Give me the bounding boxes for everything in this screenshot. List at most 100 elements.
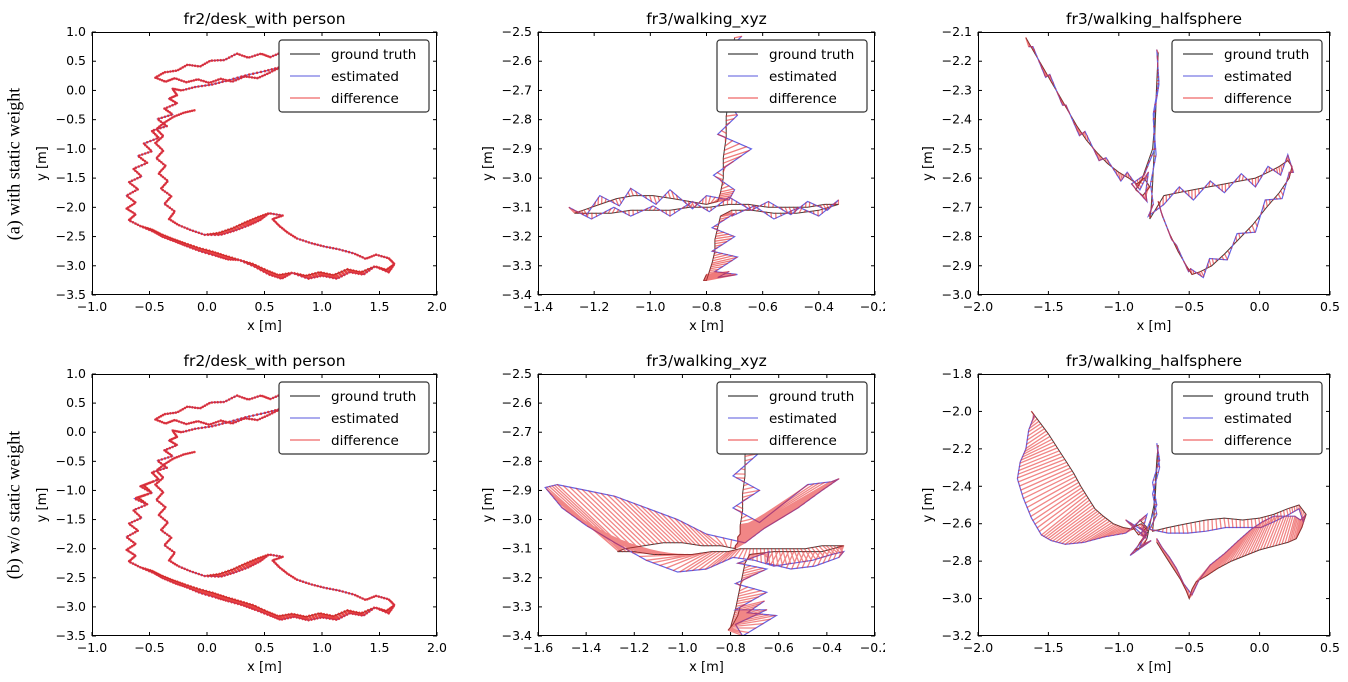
y-tick-label: −2.5 [56,229,86,244]
legend-label: ground truth [1224,47,1309,63]
y-axis-label: y [m] [35,488,50,523]
y-tick-label: −3.2 [502,570,532,585]
y-tick-label: −3.2 [942,628,972,643]
y-tick-label: −3.0 [502,512,532,527]
x-axis-label: x [m] [689,319,724,334]
x-tick-label: 1.0 [312,640,332,655]
legend: ground truth estimated difference [278,39,430,113]
x-axis-label: x [m] [247,319,282,334]
y-tick-label: −3.1 [502,541,532,556]
x-tick-label: −1.2 [579,299,609,314]
y-tick-label: 0.5 [66,395,86,410]
y-tick-label: −1.0 [56,141,86,156]
x-axis-label: x [m] [247,660,282,675]
y-tick-label: 1.0 [66,24,86,39]
legend: ground truth estimated difference [716,381,868,455]
plot-title: fr2/desk_with person [183,352,345,371]
row-label-b: (b) w/o static weight [3,430,24,580]
plot-svg: −1.0 −0.5 0.0 0.5 1.0 1.5 2.0 1.0 0.5 0.0 −0.5 −1.0… [35,352,447,675]
legend-label: difference [331,91,399,107]
legend-label: ground truth [769,389,854,405]
y-tick-label: 0.5 [66,53,86,68]
plot-title: fr3/walking_halfsphere [1066,352,1242,371]
y-tick-label: −2.5 [942,141,972,156]
y-tick-label: −2.4 [942,478,972,493]
x-tick-label: 0.5 [1320,640,1340,655]
y-tick-label: −2.6 [942,516,972,531]
plot-title: fr2/desk_with person [183,10,345,29]
y-tick-label: 0.0 [66,82,86,97]
subplot-walking-xyz-b: −1.6 −1.4 −1.2 −1.0 −0.8 −0.6 −0.4 −0.2 −2.5 −2.6… [478,350,885,682]
y-tick-label: −2.8 [502,453,532,468]
y-tick-label: −3.0 [56,258,86,273]
x-tick-label: −0.4 [812,640,842,655]
x-tick-label: 0.0 [197,640,217,655]
y-tick-label: −2.0 [56,541,86,556]
x-tick-label: −2.0 [963,299,993,314]
y-tick-label: −3.0 [56,599,86,614]
plot-title: fr3/walking_halfsphere [1066,10,1242,29]
x-axis-label: x [m] [1137,319,1172,334]
x-tick-label: −0.5 [1174,640,1204,655]
x-tick-label: −0.6 [747,299,777,314]
legend-box [716,381,868,455]
legend-label: difference [769,433,837,449]
legend-label: ground truth [331,389,416,405]
legend-label: estimated [769,69,837,85]
subplot-desk-with-person-a: −1.0 −0.5 0.0 0.5 1.0 1.5 2.0 1.0 0.5 0.0 −0.5 −1.0… [32,8,447,341]
x-tick-label: −1.5 [1033,299,1063,314]
y-tick-label: −2.8 [502,112,532,127]
y-tick-label: −3.3 [502,258,532,273]
y-tick-label: −3.2 [502,229,532,244]
y-tick-label: −2.9 [502,141,532,156]
x-tick-label: 0.0 [1250,640,1270,655]
legend-label: ground truth [1224,389,1309,405]
y-tick-label: −2.9 [942,258,972,273]
x-tick-label: 1.5 [370,640,390,655]
x-tick-label: −0.8 [691,299,721,314]
y-tick-label: −3.5 [56,287,86,302]
x-tick-label: −1.4 [523,299,553,314]
y-tick-label: −2.8 [942,553,972,568]
legend: ground truth estimated difference [278,381,430,455]
legend-box [1171,381,1323,455]
x-tick-label: −0.6 [764,640,794,655]
x-tick-label: −1.0 [77,299,107,314]
difference-lines [1016,410,1307,599]
x-tick-label: −0.8 [715,640,745,655]
legend: ground truth estimated difference [1171,381,1323,455]
y-tick-label: −2.7 [942,199,972,214]
axes-frame [978,32,1330,295]
legend-label: estimated [331,69,399,85]
legend-box [278,381,430,455]
subplot-desk-with-person-b: −1.0 −0.5 0.0 0.5 1.0 1.5 2.0 1.0 0.5 0.0 −0.5 −1.0… [32,350,447,682]
x-axis-label: x [m] [1137,660,1172,675]
difference-lines [1025,37,1294,277]
difference-lines [568,35,840,282]
x-tick-label: 2.0 [427,299,447,314]
legend-label: estimated [769,411,837,427]
y-tick-label: −2.2 [942,441,972,456]
y-tick-label: −0.5 [56,112,86,127]
legend-label: ground truth [769,47,854,63]
y-tick-label: −2.7 [502,424,532,439]
x-tick-label: −0.5 [134,640,164,655]
y-axis-label: y [m] [921,488,936,523]
plot-data-area [568,35,840,282]
x-tick-label: −1.0 [1104,640,1134,655]
y-tick-label: −2.3 [942,82,972,97]
x-tick-label: −0.4 [804,299,834,314]
x-tick-label: 1.5 [370,299,390,314]
y-axis-label: y [m] [921,146,936,181]
y-tick-label: −2.0 [56,199,86,214]
y-tick-label: −2.6 [942,170,972,185]
y-tick-label: −3.0 [942,591,972,606]
axes-frame [538,374,875,636]
x-tick-label: −1.6 [523,640,553,655]
row-label-a: (a) with static weight [3,87,24,241]
x-tick-label: −2.0 [963,640,993,655]
y-axis-label: y [m] [481,488,496,523]
legend-box [278,39,430,113]
y-tick-label: −2.6 [502,53,532,68]
